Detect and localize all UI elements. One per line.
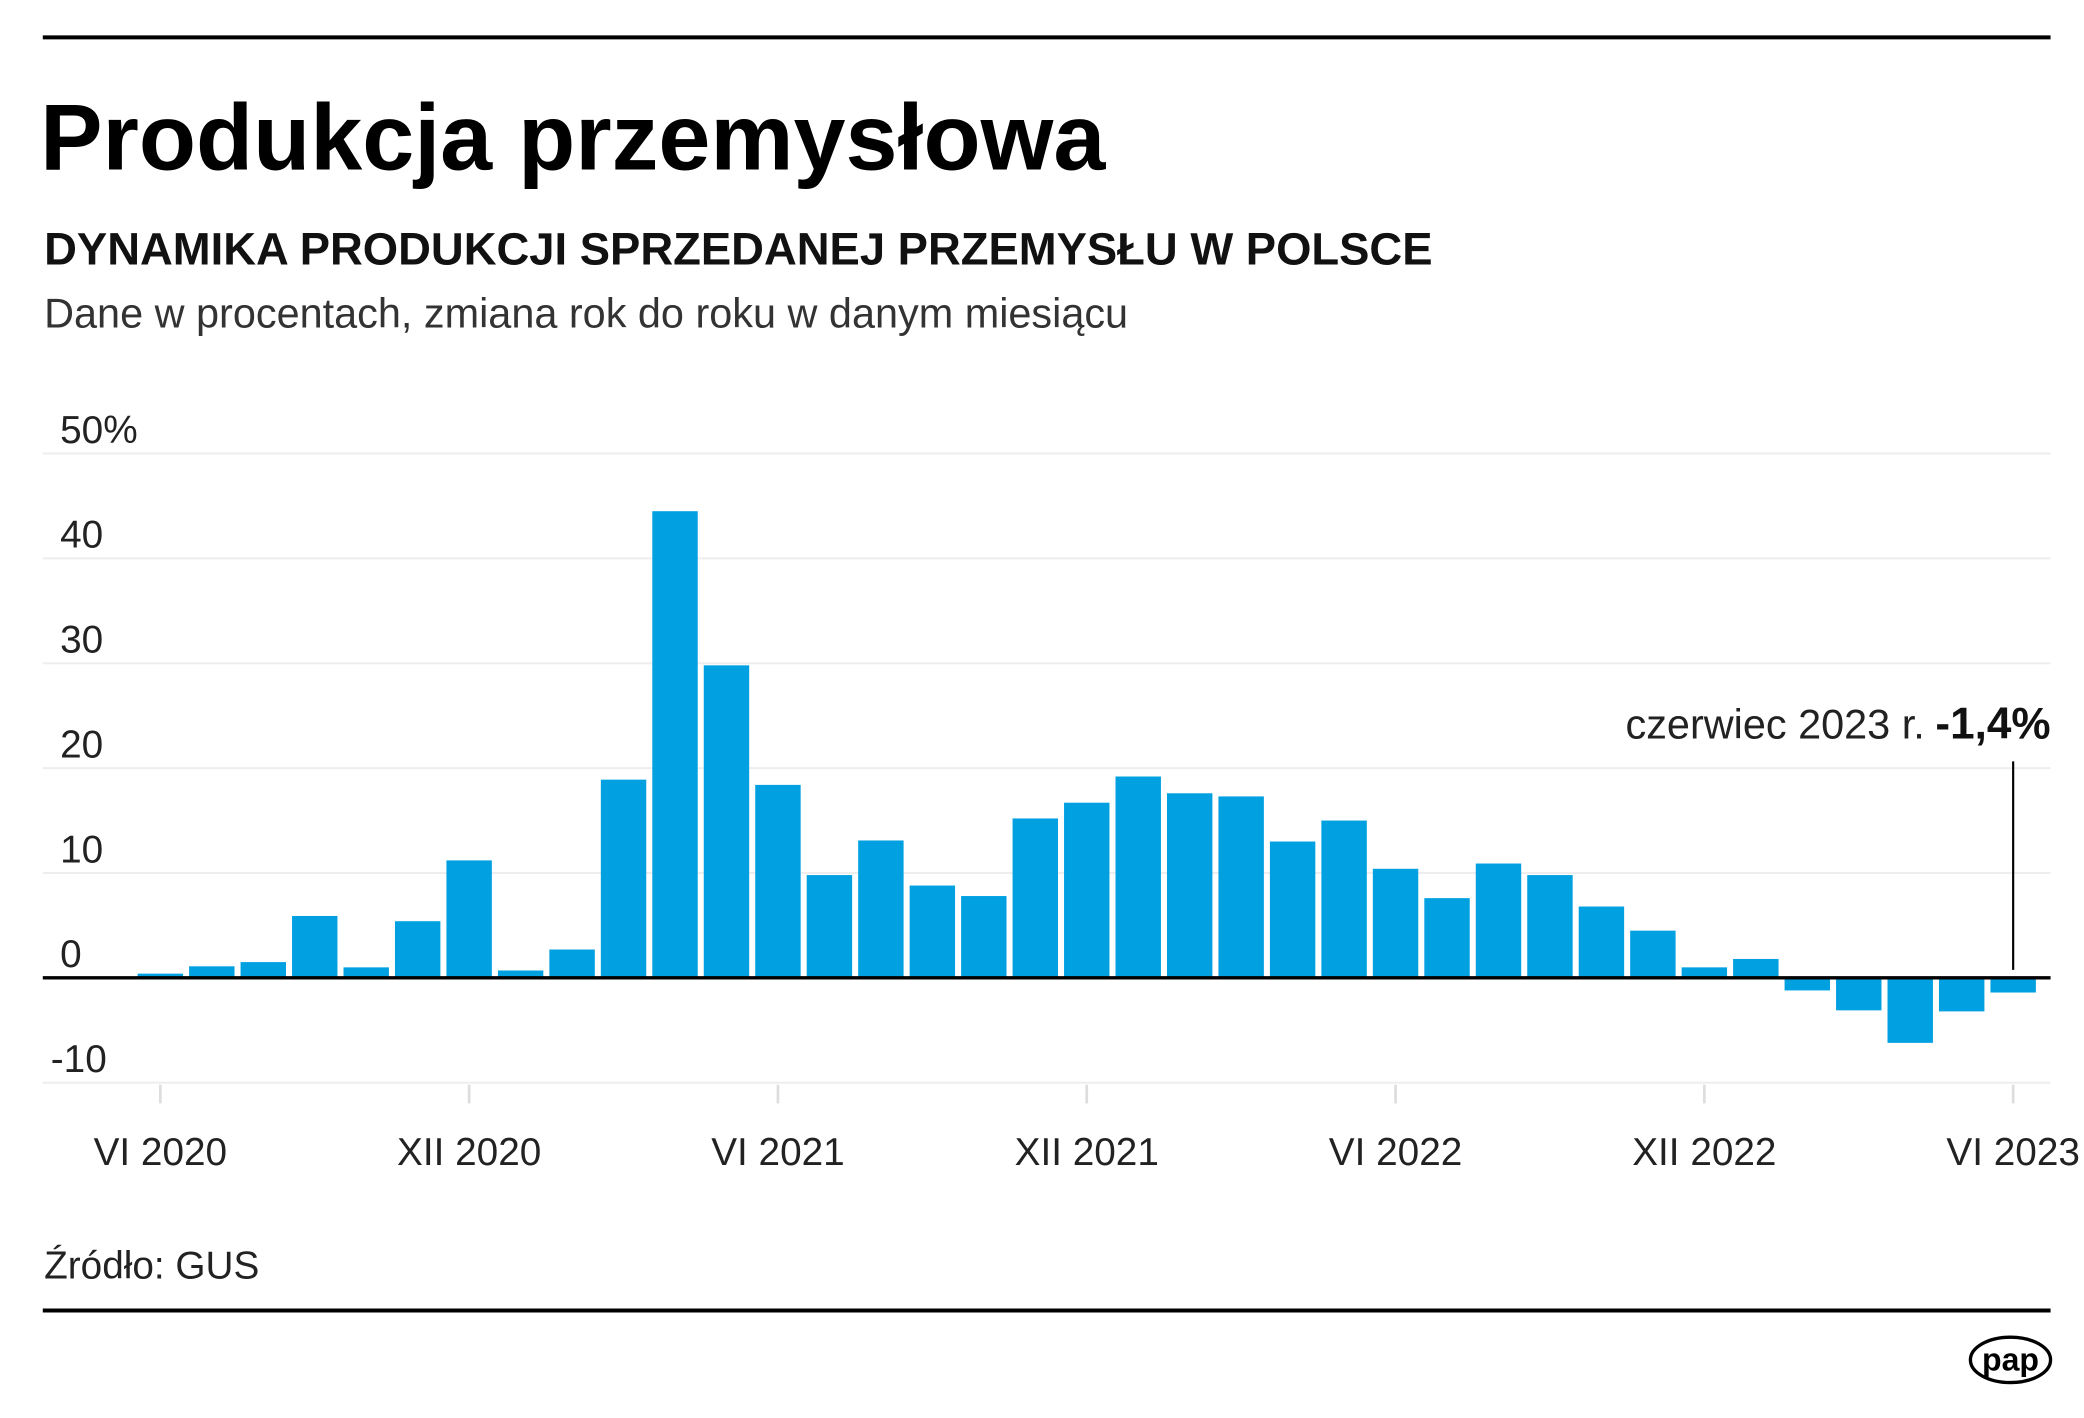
y-tick-label: -10 xyxy=(51,1038,107,1081)
bar: VI 2020: 0.4 xyxy=(137,973,184,978)
bar: III 2021: 18.9 xyxy=(600,779,647,978)
x-tick-label: VI 2021 xyxy=(711,1131,844,1174)
bar: VI 2022: 10.4 xyxy=(1372,868,1419,978)
bar: VIII 2022: 10.9 xyxy=(1475,863,1522,978)
x-tick-label: VI 2023 xyxy=(1946,1131,2079,1174)
bar: X 2022: 6.8 xyxy=(1578,906,1625,978)
y-tick-label: 40 xyxy=(60,514,103,557)
y-tick-label: 50% xyxy=(60,409,137,452)
bar: IX 2020: 5.9 xyxy=(292,915,338,978)
bar: X 2021: 7.8 xyxy=(961,896,1007,978)
bar: XII 2020: 11.2 xyxy=(446,860,492,978)
x-tick-label: XII 2022 xyxy=(1632,1131,1776,1174)
bar: II 2021: 2.7 xyxy=(549,949,595,978)
annotation-value: -1,4% xyxy=(1935,700,2050,749)
gridlines xyxy=(42,452,2051,1084)
bar: III 2023: -3.1 xyxy=(1836,977,1882,1011)
bar: IX 2021: 8.8 xyxy=(909,885,956,978)
svg-text:pap: pap xyxy=(1982,1342,2039,1378)
bar: XI 2022: 4.5 xyxy=(1630,930,1676,978)
bar: II 2023: -1.2 xyxy=(1784,977,1831,991)
bar: IV 2023: -6.2 xyxy=(1887,977,1933,1043)
annotation-text: czerwiec 2023 r. xyxy=(1626,702,1925,748)
bar: I 2022: 19.2 xyxy=(1115,776,1161,978)
bar: XI 2020: 5.4 xyxy=(394,921,441,978)
pap-logo: pap xyxy=(1968,1335,2053,1385)
y-tick-label: 30 xyxy=(60,619,103,662)
bar: VI 2023: -1.4 xyxy=(1990,977,2036,993)
y-tick-label: 20 xyxy=(60,723,103,766)
bar: I 2023: 1.8 xyxy=(1733,958,1779,978)
bar: I 2021: 0.7 xyxy=(497,970,544,978)
source-note: Źródło: GUS xyxy=(44,1244,259,1287)
bar: VIII 2021: 13.1 xyxy=(858,840,904,978)
x-tick-label: XII 2020 xyxy=(397,1131,541,1174)
chart-description: Dane w procentach, zmiana rok do roku w … xyxy=(44,290,1128,336)
x-tick-label: VI 2022 xyxy=(1329,1131,1462,1174)
y-axis-labels: 50% 40 30 20 10 0 -10 xyxy=(51,409,138,1081)
x-tick-label: XII 2021 xyxy=(1015,1131,1159,1174)
annotation: czerwiec 2023 r. -1,4% xyxy=(1626,700,2051,970)
bar: XI 2021: 15.2 xyxy=(1012,818,1058,978)
bar: III 2022: 17.3 xyxy=(1218,796,1264,978)
bar: XII 2022: 1 xyxy=(1681,967,1728,978)
bar: VII 2022: 7.6 xyxy=(1424,898,1470,978)
bar: VII 2021: 9.8 xyxy=(806,875,853,978)
bar: IV 2022: 13 xyxy=(1269,841,1316,978)
bar: V 2023: -3.2 xyxy=(1938,977,1985,1012)
bar: V 2021: 29.8 xyxy=(703,665,750,978)
bar: II 2022: 17.6 xyxy=(1166,793,1213,978)
y-tick-label: 10 xyxy=(60,828,103,871)
bar: V 2022: 15 xyxy=(1321,820,1367,978)
annotation-label: czerwiec 2023 r. -1,4% xyxy=(1626,700,2051,749)
chart-subtitle: DYNAMIKA PRODUKCJI SPRZEDANEJ PRZEMYSŁU … xyxy=(44,223,1432,274)
y-tick-label: 0 xyxy=(60,933,82,976)
x-tick-label: VI 2020 xyxy=(94,1131,227,1174)
bar: X 2020: 1 xyxy=(343,967,389,978)
bar: VI 2021: 18.4 xyxy=(755,784,801,978)
bar: XII 2021: 16.7 xyxy=(1064,802,1110,978)
bar: VII 2020: 1.1 xyxy=(189,966,235,978)
bar: IV 2021: 44.5 xyxy=(652,511,698,978)
bar: IX 2022: 9.8 xyxy=(1527,875,1573,978)
bars: VI 2020: 0.4 VII 2020: 1.1 VIII 2020: 1.5 I… xyxy=(137,511,2036,1043)
bar: VIII 2020: 1.5 xyxy=(240,962,286,978)
x-axis: VI 2020 XII 2020 VI 2021 XII 2021 VI 2022 XII… xyxy=(94,1084,2080,1174)
page-title: Produkcja przemysłowa xyxy=(40,85,1106,190)
